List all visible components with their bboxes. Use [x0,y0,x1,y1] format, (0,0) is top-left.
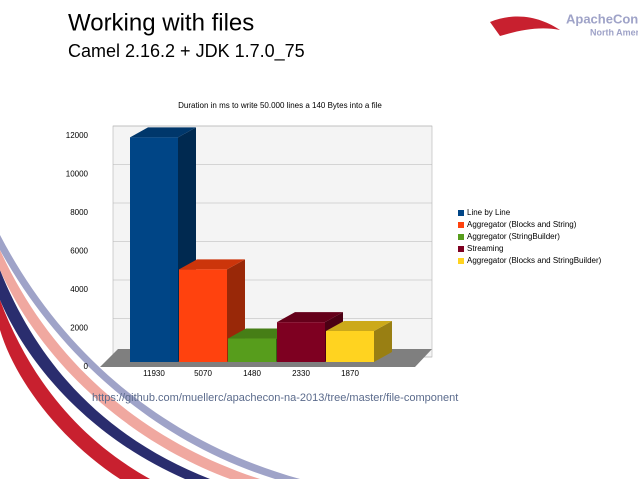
legend-label: Streaming [467,244,503,253]
logo-text: North America [590,27,638,37]
legend-label: Line by Line [467,208,511,217]
legend-swatch [458,222,464,228]
y-tick-label: 12000 [66,131,89,140]
legend-swatch [458,258,464,264]
bar-side [374,321,392,362]
legend-label: Aggregator (StringBuilder) [467,232,560,241]
y-tick-label: 0 [84,362,89,371]
bar [228,338,276,362]
bar [179,269,227,362]
y-tick-label: 4000 [70,285,88,294]
plot: 0 2000 4000 6000 8000 10000 12000 11930 Line by … [66,125,602,378]
legend-swatch [458,234,464,240]
bar-top [130,127,196,138]
x-tick-label: 11930 [143,369,165,378]
x-tick-label: 1480 [243,369,261,378]
bar-top [277,312,343,323]
y-tick-label: 2000 [70,324,88,333]
link[interactable]: https://github.com/muellerc/apachecon-na… [92,392,458,404]
legend-swatch [458,246,464,252]
slide-subtitle: Camel 2.16.2 + JDK 1.7.0_75 [68,41,305,62]
decor-swoosh [0,300,150,479]
logo-feather [490,16,560,36]
y-tick-label: 6000 [70,247,88,256]
legend-label: Aggregator (Blocks and String) [467,220,577,229]
bar [277,322,325,362]
bar [326,331,374,362]
logo-text: ApacheCon [566,11,638,26]
legend-label: Aggregator (Blocks and StringBuilder) [467,256,602,265]
chart-title: Duration in ms to write 50.000 lines a 1… [178,101,382,110]
bar [130,137,178,362]
bar-top [179,259,245,270]
y-tick-label: 10000 [66,170,89,179]
x-tick-label: 2330 [292,369,310,378]
x-tick-label: 1870 [341,369,359,378]
x-tick-label: 5070 [194,369,212,378]
bar-top [326,321,392,332]
slide-title: Working with files [68,9,254,36]
y-tick-label: 8000 [70,208,88,217]
legend-swatch [458,210,464,216]
